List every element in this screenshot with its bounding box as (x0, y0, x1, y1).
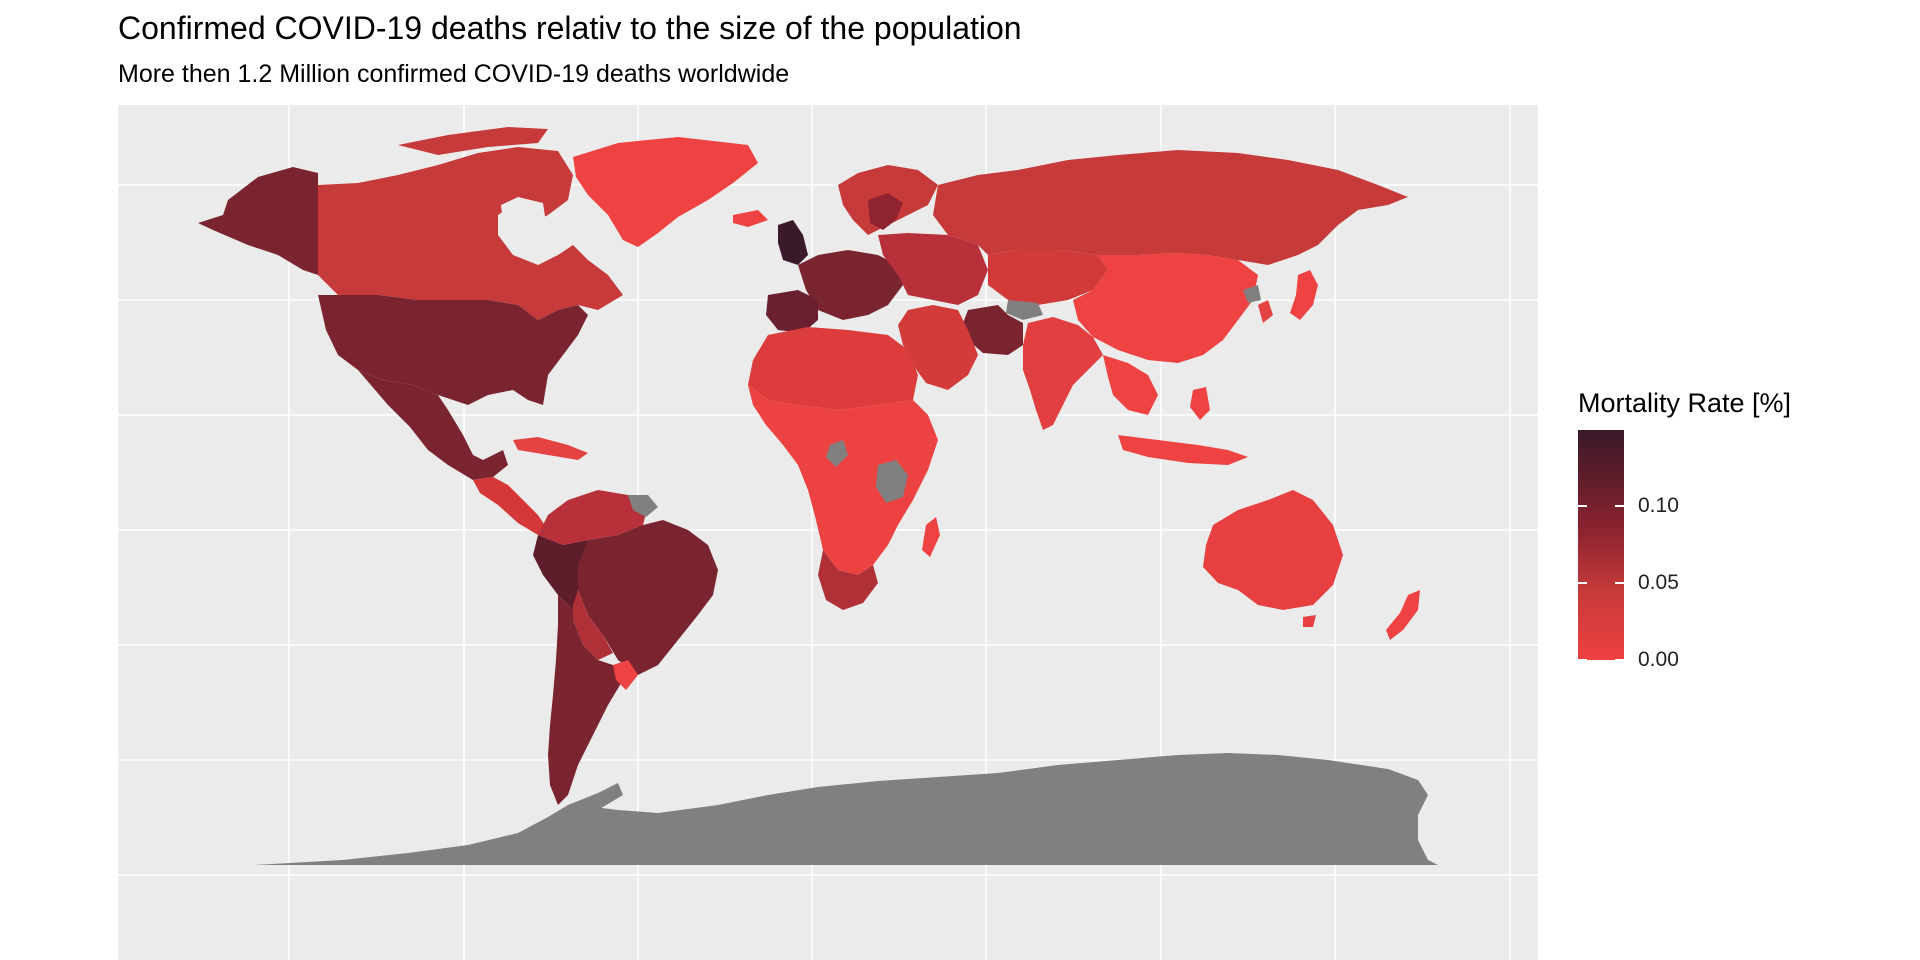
region-eastern-europe (878, 233, 988, 305)
region-new-zealand (1386, 590, 1420, 640)
region-bolivia-paraguay (573, 590, 613, 660)
region-iceland (733, 210, 768, 227)
region-tasmania (1303, 615, 1316, 627)
region-madagascar (922, 517, 940, 557)
region-congo-nodata (826, 440, 848, 467)
region-north-korea (1243, 285, 1261, 303)
region-alaska (198, 167, 318, 275)
region-brazil (573, 520, 718, 675)
region-philippines (1190, 387, 1210, 420)
region-colombia-venezuela (538, 490, 648, 545)
region-caribbean (513, 437, 588, 460)
region-india (1023, 317, 1103, 430)
region-japan (1290, 270, 1318, 320)
region-korea (1258, 300, 1273, 323)
legend-tick-label: 0.05 (1638, 571, 1679, 594)
region-usa (318, 295, 588, 405)
region-middle-east (898, 305, 978, 390)
legend-title: Mortality Rate [%] (1578, 388, 1792, 418)
region-greenland (573, 137, 758, 247)
chart-title: Confirmed COVID-19 deaths relativ to the… (118, 10, 1022, 46)
region-antarctic-peninsula (538, 783, 623, 823)
region-uruguay (613, 660, 638, 690)
region-argentina-chile (548, 595, 623, 805)
region-peru (533, 535, 588, 610)
region-antarctica (253, 753, 1438, 865)
chart-subtitle: More then 1.2 Million confirmed COVID-19… (118, 60, 790, 88)
region-hudson-bay (501, 197, 546, 235)
region-southeast-asia (1103, 355, 1158, 415)
region-spain (766, 290, 818, 333)
region-uk (778, 220, 808, 265)
legend: Mortality Rate [%] 0.10 0.05 0.00 (1578, 388, 1898, 688)
region-canada (318, 147, 623, 320)
region-sweden (868, 193, 903, 230)
region-tanzania (876, 460, 908, 503)
region-australia (1203, 490, 1343, 610)
legend-colorbar (1578, 430, 1624, 660)
region-mexico (358, 370, 508, 480)
region-russia (933, 150, 1408, 265)
region-guianas (628, 495, 658, 517)
world-map (118, 105, 1538, 960)
region-indonesia (1118, 435, 1248, 465)
region-north-africa (748, 327, 918, 410)
region-south-africa (818, 550, 878, 610)
region-sub-saharan-africa (748, 385, 938, 575)
region-afghanistan (1006, 300, 1043, 320)
region-iran (963, 305, 1023, 355)
region-china (1073, 253, 1258, 363)
legend-tick-label: 0.00 (1638, 648, 1679, 671)
region-western-europe (798, 250, 903, 320)
region-canada-islands (398, 127, 548, 155)
region-central-asia (988, 250, 1108, 305)
legend-tick-label: 0.10 (1638, 494, 1679, 517)
region-central-america (473, 477, 548, 535)
